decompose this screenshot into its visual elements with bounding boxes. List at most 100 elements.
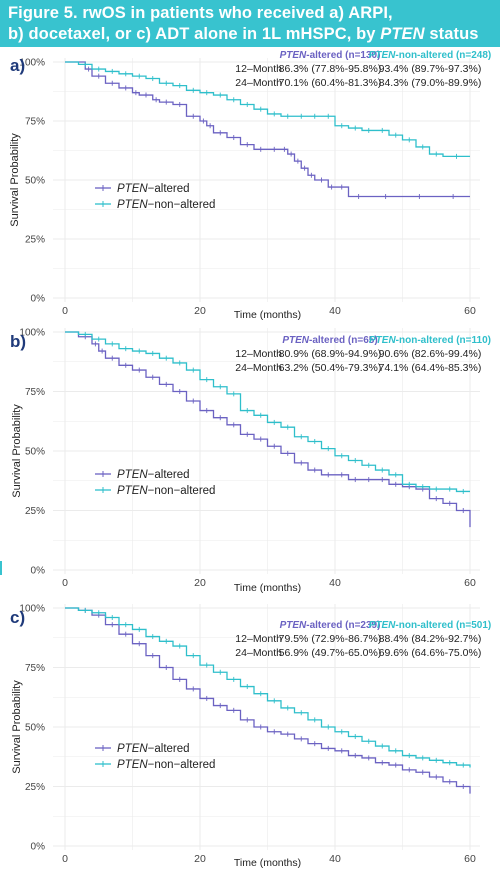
table-cell: 63.2% (50.4%-79.3%): [279, 362, 382, 374]
figure-title-banner: Figure 5. rwOS in patients who received …: [0, 0, 500, 47]
series-line-altered: [65, 331, 471, 528]
table-row-label: 24–Month: [235, 77, 282, 89]
y-tick-label: 25%: [25, 506, 45, 517]
figure-title-gene: PTEN: [380, 25, 425, 43]
y-tick-label: 75%: [25, 117, 45, 128]
km-chart-c: 0% 25% 50% 75% 100% 0 20 40 60 Time (months) Survi…: [11, 604, 492, 870]
figure-title-line-1: Figure 5. rwOS in patients who received …: [8, 4, 393, 22]
panel-a: a) 0% 25% 50% 75% 100% 0 20 40 60 Time (months) Su…: [0, 48, 500, 321]
table-row-label: 12–Month: [235, 63, 282, 75]
x-tick-label: 0: [62, 577, 68, 589]
panel-c: c) 0% 25% 50% 75% 100% 0 20 40 60 Time (months) Su…: [0, 600, 500, 871]
legend-label-altered-rest: −altered: [148, 743, 190, 755]
legend-label-altered-rest: −altered: [148, 469, 190, 481]
x-axis-label: Time (months): [234, 309, 301, 321]
table-cell: 56.9% (49.7%-65.0%): [279, 647, 382, 659]
table-header-altered: PTEN-altered (n=239): [280, 620, 381, 631]
table-cell: 90.6% (82.6%-99.4%): [379, 348, 482, 360]
y-tick-label: 0%: [31, 566, 46, 577]
x-tick-label: 0: [62, 305, 68, 317]
table-header-gene: PTEN: [369, 50, 396, 61]
figure-title-line-2-prefix: b) docetaxel, or c) ADT alone in 1L mHSP…: [8, 25, 381, 43]
table-cell: 93.4% (89.7%-97.3%): [379, 63, 482, 75]
x-tick-label: 20: [194, 853, 206, 865]
y-tick-label: 75%: [25, 387, 45, 398]
table-header-gene: PTEN: [282, 335, 309, 346]
legend-label-non_altered-gene: PTEN: [117, 199, 148, 211]
table-header-gene: PTEN: [280, 50, 307, 61]
x-axis-label: Time (months): [234, 857, 301, 869]
table-header-rest: -non-altered (n=501): [395, 620, 491, 631]
legend-label-altered-rest: −altered: [148, 183, 190, 195]
figure-title-line-2: b) docetaxel, or c) ADT alone in 1L mHSP…: [8, 25, 479, 44]
y-tick-label: 100%: [19, 604, 45, 615]
figure-title-line-2-suffix: status: [424, 25, 479, 43]
table-header-gene: PTEN: [369, 620, 396, 631]
panel-label-c: c): [10, 608, 26, 627]
legend-label-non_altered: PTEN−non−altered: [117, 485, 215, 497]
table-cell: 79.5% (72.9%-86.7%): [279, 633, 382, 645]
series-line-non_altered: [65, 331, 470, 493]
series-line-non_altered: [65, 607, 471, 768]
x-axis-label: Time (months): [234, 582, 301, 594]
y-tick-label: 50%: [25, 447, 45, 458]
table-header-rest: -altered (n=130): [306, 50, 380, 61]
table-row-label: 12–Month: [235, 348, 282, 360]
table-cell: 84.3% (79.0%-89.9%): [379, 77, 482, 89]
legend-label-altered-gene: PTEN: [117, 183, 148, 195]
y-tick-label: 0%: [31, 294, 46, 305]
legend-label-non_altered: PTEN−non−altered: [117, 199, 215, 211]
table-cell: 86.3% (77.8%-95.8%): [279, 63, 382, 75]
x-tick-label: 20: [194, 577, 206, 589]
legend-label-altered: PTEN−altered: [117, 469, 190, 481]
left-edge-mark: [0, 561, 2, 575]
x-tick-label: 0: [62, 853, 68, 865]
legend-label-non_altered-gene: PTEN: [117, 485, 148, 497]
y-tick-label: 50%: [25, 176, 45, 187]
x-tick-label: 40: [329, 577, 341, 589]
table-header-rest: -altered (n=239): [306, 620, 380, 631]
y-tick-label: 25%: [25, 782, 45, 793]
legend-label-non_altered-rest: −non−altered: [148, 485, 216, 497]
y-tick-label: 0%: [31, 842, 46, 853]
table-header-gene: PTEN: [369, 335, 396, 346]
legend-label-non_altered: PTEN−non−altered: [117, 759, 215, 771]
grid-lines: [53, 58, 480, 302]
legend-label-altered-gene: PTEN: [117, 743, 148, 755]
table-row-label: 12–Month: [235, 633, 282, 645]
table-header-non-altered: PTEN-non-altered (n=501): [369, 620, 492, 631]
y-tick-label: 75%: [25, 663, 45, 674]
x-tick-label: 40: [329, 853, 341, 865]
x-tick-label: 40: [329, 305, 341, 317]
y-tick-label: 100%: [19, 328, 45, 339]
legend-label-altered: PTEN−altered: [117, 183, 190, 195]
km-chart-b: 0% 25% 50% 75% 100% 0 20 40 60 Time (months) Survi…: [11, 328, 491, 595]
y-tick-label: 100%: [19, 58, 45, 69]
table-header-rest: -non-altered (n=110): [396, 335, 491, 346]
panel-label-b: b): [10, 332, 27, 351]
table-header-rest: -altered (n=65): [309, 335, 378, 346]
table-header-altered: PTEN-altered (n=65): [282, 335, 377, 346]
y-axis-label: Survival Probability: [9, 133, 21, 227]
y-tick-label: 25%: [25, 235, 45, 246]
table-row-label: 24–Month: [235, 647, 282, 659]
table-header-gene: PTEN: [280, 620, 307, 631]
table-cell: 74.1% (64.4%-85.3%): [379, 362, 482, 374]
grid-lines: [53, 604, 480, 850]
table-row-label: 24–Month: [235, 362, 282, 374]
x-tick-label: 60: [464, 577, 476, 589]
table-cell: 80.9% (68.9%-94.9%): [279, 348, 382, 360]
y-tick-label: 50%: [25, 723, 45, 734]
table-header-non-altered: PTEN-non-altered (n=248): [369, 50, 492, 61]
legend-label-altered: PTEN−altered: [117, 743, 190, 755]
km-chart-a: 0% 25% 50% 75% 100% 0 20 40 60 Time (months) Survi…: [9, 50, 492, 321]
x-tick-label: 60: [464, 853, 476, 865]
x-tick-label: 60: [464, 305, 476, 317]
legend-label-non_altered-gene: PTEN: [117, 759, 148, 771]
legend-label-non_altered-rest: −non−altered: [148, 199, 216, 211]
x-tick-label: 20: [194, 305, 206, 317]
table-cell: 69.6% (64.6%-75.0%): [379, 647, 482, 659]
table-header-altered: PTEN-altered (n=130): [280, 50, 381, 61]
table-header-rest: -non-altered (n=248): [395, 50, 491, 61]
legend-label-non_altered-rest: −non−altered: [148, 759, 216, 771]
